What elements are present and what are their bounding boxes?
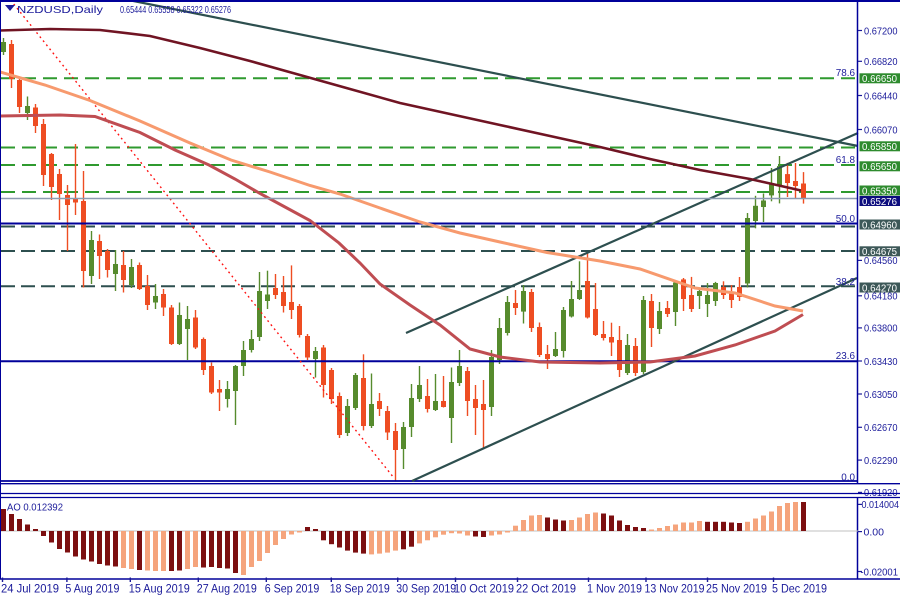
svg-text:0.64180: 0.64180 — [864, 292, 898, 303]
svg-text:1 Nov 2019: 1 Nov 2019 — [587, 582, 642, 596]
svg-text:24 Jul 2019: 24 Jul 2019 — [1, 582, 59, 596]
svg-text:0.64675: 0.64675 — [862, 247, 897, 258]
svg-text:0.63050: 0.63050 — [864, 390, 898, 401]
svg-text:50.0: 50.0 — [836, 214, 856, 225]
svg-text:0.014004: 0.014004 — [862, 500, 900, 511]
svg-text:0.66650: 0.66650 — [862, 74, 897, 85]
svg-text:13 Nov 2019: 13 Nov 2019 — [645, 582, 705, 596]
svg-text:0.66820: 0.66820 — [864, 57, 898, 68]
svg-text:0.0: 0.0 — [841, 473, 855, 484]
svg-text:27 Aug 2019: 27 Aug 2019 — [197, 582, 257, 596]
svg-text:0.62290: 0.62290 — [864, 456, 898, 467]
svg-text:0.64270: 0.64270 — [862, 283, 897, 294]
svg-text:6 Sep 2019: 6 Sep 2019 — [265, 582, 320, 596]
svg-text:5 Dec 2019: 5 Dec 2019 — [772, 582, 827, 596]
svg-text:30 Sep 2019: 30 Sep 2019 — [396, 582, 456, 596]
svg-text:18 Sep 2019: 18 Sep 2019 — [330, 582, 390, 596]
svg-text:0.65350: 0.65350 — [862, 186, 897, 197]
svg-text:0.64560: 0.64560 — [864, 256, 898, 267]
svg-text:NZDUSD,Daily: NZDUSD,Daily — [17, 4, 104, 16]
svg-text:0.65444 0.65558 0.65322 0.6527: 0.65444 0.65558 0.65322 0.65276 — [120, 4, 231, 16]
svg-text:23.6: 23.6 — [836, 351, 856, 362]
svg-text:AO 0.012392: AO 0.012392 — [7, 502, 63, 514]
svg-text:10 Oct 2019: 10 Oct 2019 — [454, 582, 514, 596]
svg-text:0.65650: 0.65650 — [862, 162, 897, 173]
svg-text:5 Aug 2019: 5 Aug 2019 — [65, 582, 119, 596]
svg-text:0.65850: 0.65850 — [862, 142, 897, 153]
svg-text:15 Aug 2019: 15 Aug 2019 — [129, 582, 190, 596]
svg-text:78.6: 78.6 — [836, 68, 856, 79]
svg-text:0.65276: 0.65276 — [862, 197, 897, 208]
svg-text:0.67200: 0.67200 — [864, 26, 898, 37]
svg-text:0.63430: 0.63430 — [864, 357, 898, 368]
svg-text:38.2: 38.2 — [836, 277, 855, 288]
svg-text:0.66440: 0.66440 — [864, 91, 898, 102]
svg-text:0.62670: 0.62670 — [864, 423, 898, 434]
svg-text:25 Nov 2019: 25 Nov 2019 — [706, 582, 767, 596]
svg-text:0.66070: 0.66070 — [864, 125, 898, 136]
svg-text:0.00: 0.00 — [864, 527, 885, 538]
svg-text:22 Oct 2019: 22 Oct 2019 — [516, 582, 576, 596]
svg-text:61.8: 61.8 — [836, 155, 856, 166]
svg-text:-0.02001: -0.02001 — [861, 567, 899, 578]
svg-text:0.63800: 0.63800 — [864, 324, 898, 335]
svg-text:0.64960: 0.64960 — [862, 220, 897, 231]
